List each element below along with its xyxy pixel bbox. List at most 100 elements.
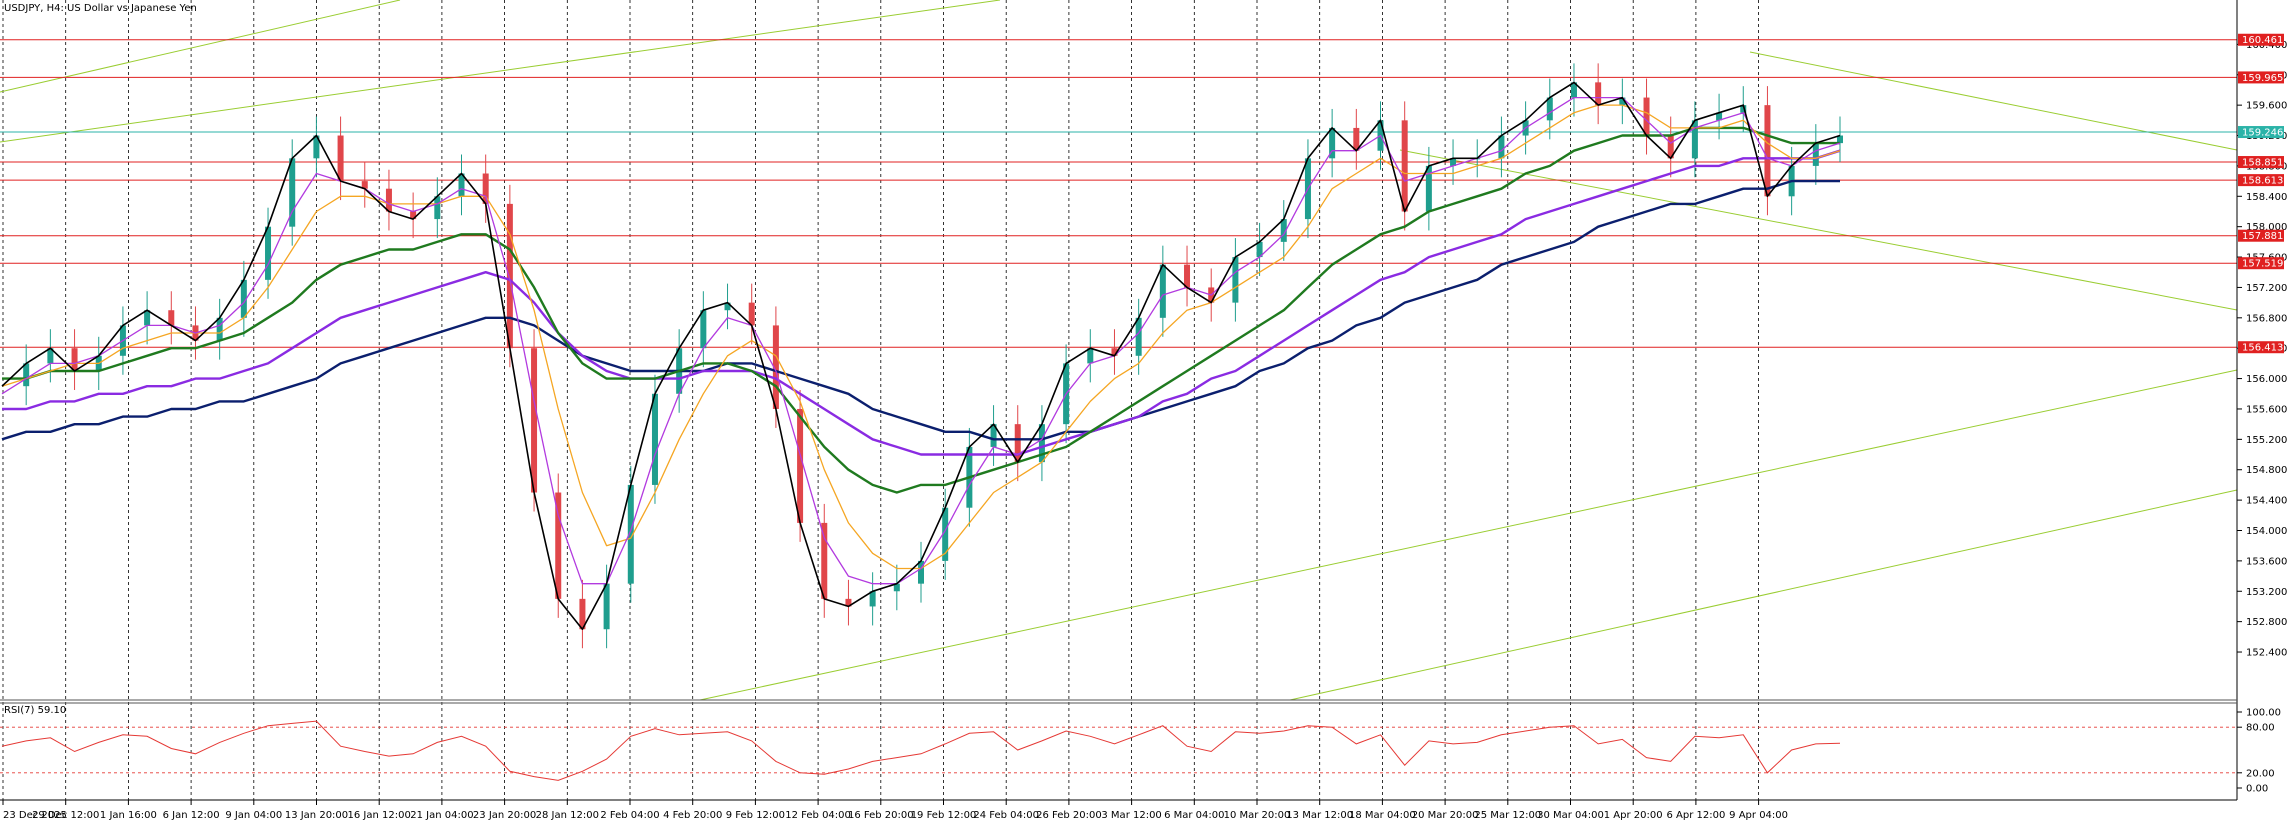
x-tick-label: 20 Mar 20:00 <box>1412 810 1479 821</box>
candle-body <box>651 393 658 485</box>
ema-fast-line <box>1 96 1841 585</box>
candle-body <box>893 583 900 592</box>
candle-body <box>1401 120 1408 212</box>
candle-body <box>918 560 924 584</box>
candle-body <box>385 188 392 212</box>
candle-body <box>506 203 513 349</box>
y-tick-label: 158.000 <box>2246 222 2287 233</box>
x-tick-label: 24 Feb 04:00 <box>973 810 1039 821</box>
y-tick-label: 154.800 <box>2246 465 2287 476</box>
price-level-tag <box>2238 257 2284 270</box>
y-tick-label: 157.200 <box>2246 283 2287 294</box>
trendline <box>0 0 1001 143</box>
candle-body <box>168 310 175 326</box>
y-tick-label: 156.000 <box>2246 374 2287 385</box>
y-tick-label: 153.600 <box>2246 556 2287 567</box>
candle-body <box>555 492 562 599</box>
candle-body <box>1595 82 1602 106</box>
candle-body <box>1159 264 1166 318</box>
price-level-text: 156.413 <box>2242 343 2283 354</box>
candle-body <box>216 317 223 341</box>
candle-body <box>482 173 489 204</box>
candle-body <box>23 363 30 387</box>
x-tick-label: 2 Feb 04:00 <box>600 810 659 821</box>
candle-body <box>724 302 731 311</box>
candle-body <box>579 598 586 630</box>
candle-body <box>1619 97 1626 106</box>
horizontal-levels <box>0 39 2237 348</box>
x-tick-label: 16 Feb 20:00 <box>848 810 914 821</box>
y-tick-label: 158.400 <box>2246 192 2287 203</box>
price-level-text: 157.519 <box>2242 259 2283 270</box>
x-tick-label: 1 Jan 16:00 <box>100 810 157 821</box>
rsi-tick-label: 80.00 <box>2246 723 2275 734</box>
x-tick-label: 3 Mar 12:00 <box>1101 810 1161 821</box>
x-tick-label: 23 Jan 20:00 <box>473 810 536 821</box>
rsi-title: RSI(7) 59.10 <box>4 705 66 716</box>
candle-body <box>1280 219 1287 242</box>
candle-body <box>1135 317 1142 356</box>
candle-body <box>47 348 54 364</box>
candle-body <box>71 348 78 371</box>
candle-body <box>1764 105 1771 197</box>
candle-body <box>1570 82 1577 98</box>
trendline <box>1399 149 2238 311</box>
candle-body <box>1837 135 1843 144</box>
x-tick-label: 4 Feb 20:00 <box>663 810 722 821</box>
trendlines <box>0 0 2238 701</box>
x-tick-label: 28 Jan 12:00 <box>536 810 599 821</box>
candle-body <box>1498 135 1505 159</box>
trendline <box>1289 489 2238 701</box>
rsi-tick-label: 0.00 <box>2246 784 2268 795</box>
rsi-panel: 100.00 80.00 20.00 0.00 <box>0 708 2281 795</box>
x-tick-label: 29 Dec 12:00 <box>32 810 99 821</box>
price-level-text: 159.246 <box>2242 128 2283 139</box>
x-tick-label: 13 Mar 12:00 <box>1286 810 1353 821</box>
candle-body <box>797 408 804 523</box>
y-tick-label: 152.800 <box>2246 617 2287 628</box>
candle-body <box>1716 112 1723 121</box>
price-level-tag <box>2238 71 2284 84</box>
candle-body <box>603 583 610 630</box>
candle-body <box>337 135 344 182</box>
moving-average-lines <box>1 63 1843 649</box>
y-tick-label: 154.000 <box>2246 526 2287 537</box>
x-tick-label: 25 Mar 12:00 <box>1474 810 1541 821</box>
x-tick-label: 6 Apr 12:00 <box>1666 810 1725 821</box>
candle-body <box>434 196 441 220</box>
candle-body <box>1087 348 1094 364</box>
x-tick-label: 30 Mar 04:00 <box>1537 810 1604 821</box>
x-tick-label: 26 Feb 20:00 <box>1036 810 1102 821</box>
candle-body <box>990 424 997 447</box>
trendline <box>699 369 2238 701</box>
candle-body <box>1184 264 1191 288</box>
candle-body <box>1038 424 1045 463</box>
x-tick-label: 18 Mar 04:00 <box>1349 810 1416 821</box>
y-tick-label: 159.600 <box>2246 101 2287 112</box>
y-tick-label: 155.600 <box>2246 404 2287 415</box>
trendline <box>1749 51 2238 151</box>
y-tick-label: 154.400 <box>2246 496 2287 507</box>
x-tick-label: 19 Feb 12:00 <box>911 810 977 821</box>
candle-body <box>748 302 755 326</box>
candle-body <box>700 310 707 349</box>
x-tick-label: 16 Jan 12:00 <box>348 810 411 821</box>
candle-body <box>531 348 538 493</box>
ema-200-line <box>1 179 1840 441</box>
ema-100-line <box>2 126 1840 494</box>
candle-body <box>845 598 852 607</box>
y-tick-label: 155.200 <box>2246 435 2287 446</box>
price-level-text: 160.461 <box>2242 35 2283 46</box>
x-tick-label: 1 Apr 20:00 <box>1604 810 1663 821</box>
candle-body <box>265 226 272 280</box>
price-level-tag <box>2238 229 2284 242</box>
y-tick-label: 156.800 <box>2246 313 2287 324</box>
candle-body <box>772 325 779 409</box>
price-level-text: 158.851 <box>2242 158 2283 169</box>
x-tick-label: 10 Mar 20:00 <box>1224 810 1291 821</box>
rsi-tick-label: 100.00 <box>2246 708 2281 719</box>
candle-body <box>1232 257 1239 303</box>
candle-body <box>1667 135 1674 159</box>
candle-body <box>869 591 876 607</box>
